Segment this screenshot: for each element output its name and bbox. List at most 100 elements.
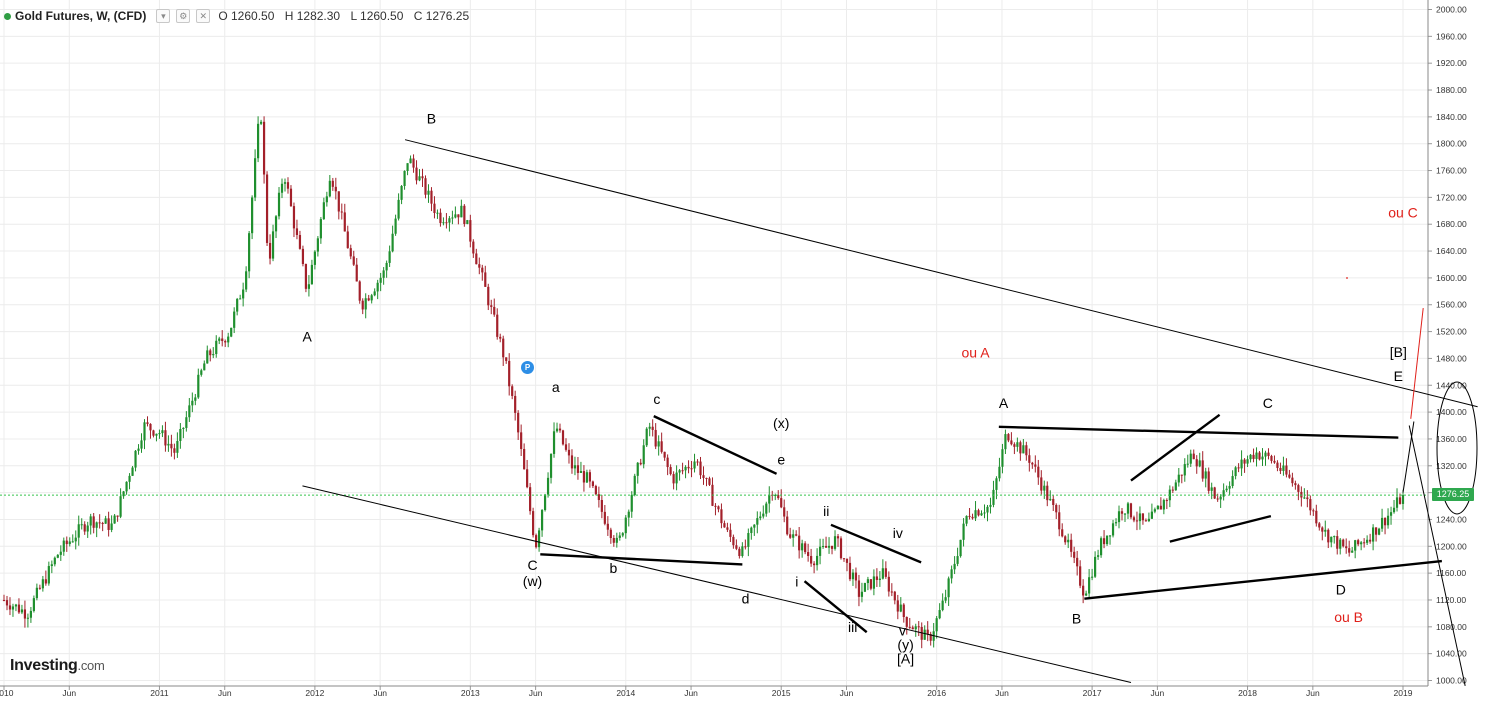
candle-body	[884, 568, 887, 577]
x-tick-label: 2014	[616, 688, 635, 698]
candle-body	[660, 441, 663, 452]
candle-body	[1249, 454, 1252, 460]
candle-body	[1099, 538, 1103, 556]
candle-body	[427, 190, 430, 195]
candle-body	[466, 220, 469, 224]
candle-body	[475, 253, 478, 265]
candle-body	[304, 264, 308, 289]
wave-label: c	[653, 391, 660, 407]
candle-body	[113, 515, 116, 524]
candle-body	[1306, 497, 1309, 500]
x-tick-label: 2015	[772, 688, 791, 698]
candle-body	[821, 545, 825, 547]
trendline[interactable]	[404, 139, 1478, 408]
candle-body	[875, 576, 878, 580]
candle-body	[71, 541, 74, 543]
candle-body	[283, 182, 287, 184]
projection-line[interactable]	[1410, 308, 1424, 419]
candle-body	[1076, 557, 1079, 567]
candle-body	[573, 465, 577, 469]
candle-body	[265, 174, 269, 243]
candle-body	[44, 579, 47, 584]
candle-body	[143, 422, 146, 441]
close-icon[interactable]: ✕	[196, 9, 211, 23]
candle-body	[301, 248, 305, 265]
candle-body	[977, 510, 980, 516]
wave-label: [B]	[1390, 344, 1407, 360]
candle-body	[286, 182, 290, 189]
candle-body	[484, 272, 487, 287]
candle-body	[212, 354, 215, 356]
candle-body	[890, 591, 893, 593]
projection-line[interactable]	[1408, 425, 1466, 686]
event-marker-badge[interactable]: P	[521, 361, 534, 374]
candle-body	[807, 552, 810, 556]
candle-body	[424, 178, 427, 195]
gear-icon[interactable]: ⚙	[176, 9, 191, 23]
trendline[interactable]	[653, 415, 778, 475]
candle-body	[705, 477, 708, 479]
instrument-title[interactable]: Gold Futures, W, (CFD)	[15, 9, 147, 23]
trendline[interactable]	[540, 553, 743, 566]
candle-body	[887, 576, 890, 592]
trendline[interactable]	[998, 425, 1399, 439]
candle-body	[600, 500, 603, 512]
candle-body	[134, 450, 137, 468]
candle-body	[1004, 434, 1007, 450]
candle-body	[666, 457, 669, 468]
y-tick-label: 1920.00	[1436, 58, 1467, 68]
candle-body	[678, 470, 681, 473]
candle-body	[1052, 498, 1055, 505]
candle-body	[1141, 513, 1145, 521]
trendline[interactable]	[1130, 413, 1221, 482]
candle-body	[896, 600, 899, 612]
candle-body	[233, 311, 236, 328]
wave-label: iii	[848, 619, 857, 635]
trendline[interactable]	[1169, 514, 1272, 543]
y-tick-label: 1200.00	[1436, 541, 1467, 551]
highlight-ellipse[interactable]	[1436, 381, 1478, 515]
candle-body	[669, 467, 672, 475]
candle-body	[280, 183, 284, 193]
candle-body	[418, 176, 421, 181]
candle-body	[385, 262, 388, 271]
candle-body	[1046, 485, 1049, 501]
candle-body	[923, 629, 926, 640]
candle-body	[1261, 456, 1264, 460]
y-tick-label: 1520.00	[1436, 327, 1467, 337]
candle-body	[433, 203, 436, 214]
x-tick-label: 2011	[150, 688, 169, 698]
trendline[interactable]	[302, 485, 1132, 683]
candle-body	[236, 298, 239, 312]
candle-body	[161, 430, 164, 434]
projection-line[interactable]	[1402, 421, 1415, 493]
candle-body	[920, 626, 923, 640]
chevron-down-icon[interactable]: ▾	[156, 9, 171, 23]
y-tick-label: 1400.00	[1436, 407, 1467, 417]
candle-body	[397, 199, 400, 219]
candle-body	[1096, 555, 1100, 557]
candle-body	[1225, 488, 1228, 491]
wave-label: ou A	[962, 345, 991, 361]
ohlc-high: H 1282.30	[284, 9, 341, 23]
wave-label: B	[427, 111, 436, 127]
trendline[interactable]	[1084, 559, 1442, 600]
candle-body	[768, 494, 771, 504]
x-tick-label: 2012	[305, 688, 324, 698]
candle-body	[319, 219, 322, 239]
candle-body	[1222, 490, 1225, 497]
candle-body	[1150, 511, 1153, 519]
candle-body	[1339, 539, 1342, 549]
trendline[interactable]	[803, 580, 868, 634]
candle-body	[98, 522, 101, 524]
candle-body	[1067, 539, 1070, 543]
candle-body	[203, 363, 206, 371]
candle-body	[729, 529, 732, 537]
candle-body	[1267, 452, 1270, 456]
trendline[interactable]	[830, 523, 922, 564]
candle-body	[173, 448, 176, 453]
candle-body	[394, 218, 397, 234]
candle-body	[1264, 452, 1267, 457]
